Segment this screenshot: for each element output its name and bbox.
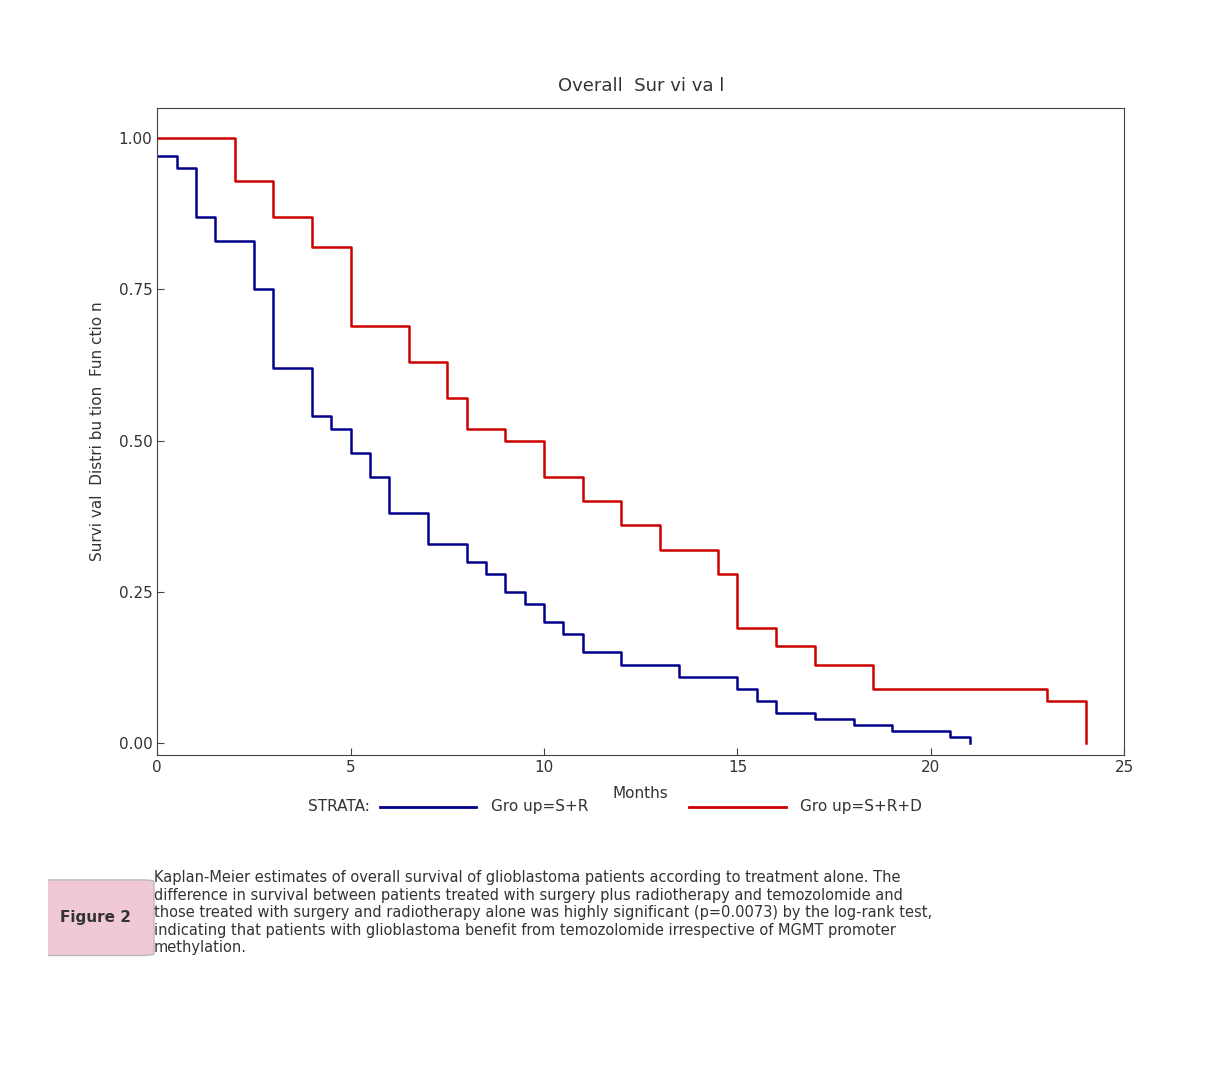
- Gro up=S+R+D: [266, 174, 280, 187]
- Gro up=S+R+D: [1040, 695, 1054, 708]
- Gro up=S+R+D: [769, 640, 783, 653]
- Gro up=S+R+D: [401, 356, 416, 369]
- Gro up=S+R+D: [614, 519, 629, 532]
- Gro up=S+R+D: [866, 682, 880, 695]
- Gro up=S+R+D: [227, 132, 242, 145]
- Gro up=S+R: [459, 556, 474, 569]
- Gro up=S+R+D: [653, 519, 667, 532]
- FancyBboxPatch shape: [37, 880, 154, 956]
- Gro up=S+R+D: [769, 622, 783, 634]
- Gro up=S+R: [150, 150, 164, 163]
- Gro up=S+R: [614, 658, 629, 671]
- Y-axis label: Survi val  Distri bu tion  Fun ctio n: Survi val Distri bu tion Fun ctio n: [89, 302, 105, 561]
- Gro up=S+R+D: [459, 422, 474, 435]
- Gro up=S+R+D: [808, 640, 822, 653]
- Text: STRATA:: STRATA:: [308, 800, 370, 814]
- Gro up=S+R+D: [498, 434, 513, 447]
- Gro up=S+R+D: [730, 622, 745, 634]
- Gro up=S+R+D: [150, 132, 164, 145]
- Gro up=S+R: [189, 162, 203, 175]
- X-axis label: Months: Months: [613, 787, 669, 802]
- Gro up=S+R+D: [730, 568, 745, 581]
- Gro up=S+R+D: [711, 568, 725, 581]
- Gro up=S+R+D: [537, 470, 551, 483]
- Gro up=S+R+D: [575, 470, 590, 483]
- Gro up=S+R+D: [614, 494, 629, 507]
- Gro up=S+R+D: [343, 319, 358, 332]
- Gro up=S+R+D: [266, 210, 280, 223]
- Gro up=S+R: [962, 737, 977, 750]
- Gro up=S+R+D: [227, 174, 242, 187]
- Gro up=S+R: [672, 658, 687, 671]
- Gro up=S+R+D: [305, 241, 319, 254]
- Line: Gro up=S+R+D: Gro up=S+R+D: [157, 138, 1086, 743]
- Text: Figure 2: Figure 2: [59, 911, 131, 925]
- Gro up=S+R+D: [343, 241, 358, 254]
- Title: Overall  Sur vi va l: Overall Sur vi va l: [557, 78, 724, 95]
- Gro up=S+R+D: [498, 422, 513, 435]
- Gro up=S+R+D: [575, 494, 590, 507]
- Gro up=S+R+D: [653, 543, 667, 556]
- Gro up=S+R: [343, 422, 358, 435]
- Gro up=S+R+D: [440, 392, 455, 405]
- Gro up=S+R+D: [866, 658, 880, 671]
- Text: Gro up=S+R: Gro up=S+R: [491, 800, 589, 814]
- Gro up=S+R+D: [711, 543, 725, 556]
- Gro up=S+R+D: [459, 392, 474, 405]
- Gro up=S+R+D: [401, 319, 416, 332]
- Gro up=S+R+D: [440, 356, 455, 369]
- Gro up=S+R+D: [537, 434, 551, 447]
- Text: Kaplan-Meier estimates of overall survival of glioblastoma patients according to: Kaplan-Meier estimates of overall surviv…: [154, 871, 932, 955]
- Line: Gro up=S+R: Gro up=S+R: [157, 156, 970, 743]
- Gro up=S+R+D: [1040, 682, 1054, 695]
- Gro up=S+R+D: [808, 658, 822, 671]
- Gro up=S+R+D: [1078, 695, 1093, 708]
- Gro up=S+R+D: [305, 210, 319, 223]
- Gro up=S+R: [169, 162, 184, 175]
- Text: Gro up=S+R+D: Gro up=S+R+D: [800, 800, 922, 814]
- Gro up=S+R+D: [1078, 737, 1093, 750]
